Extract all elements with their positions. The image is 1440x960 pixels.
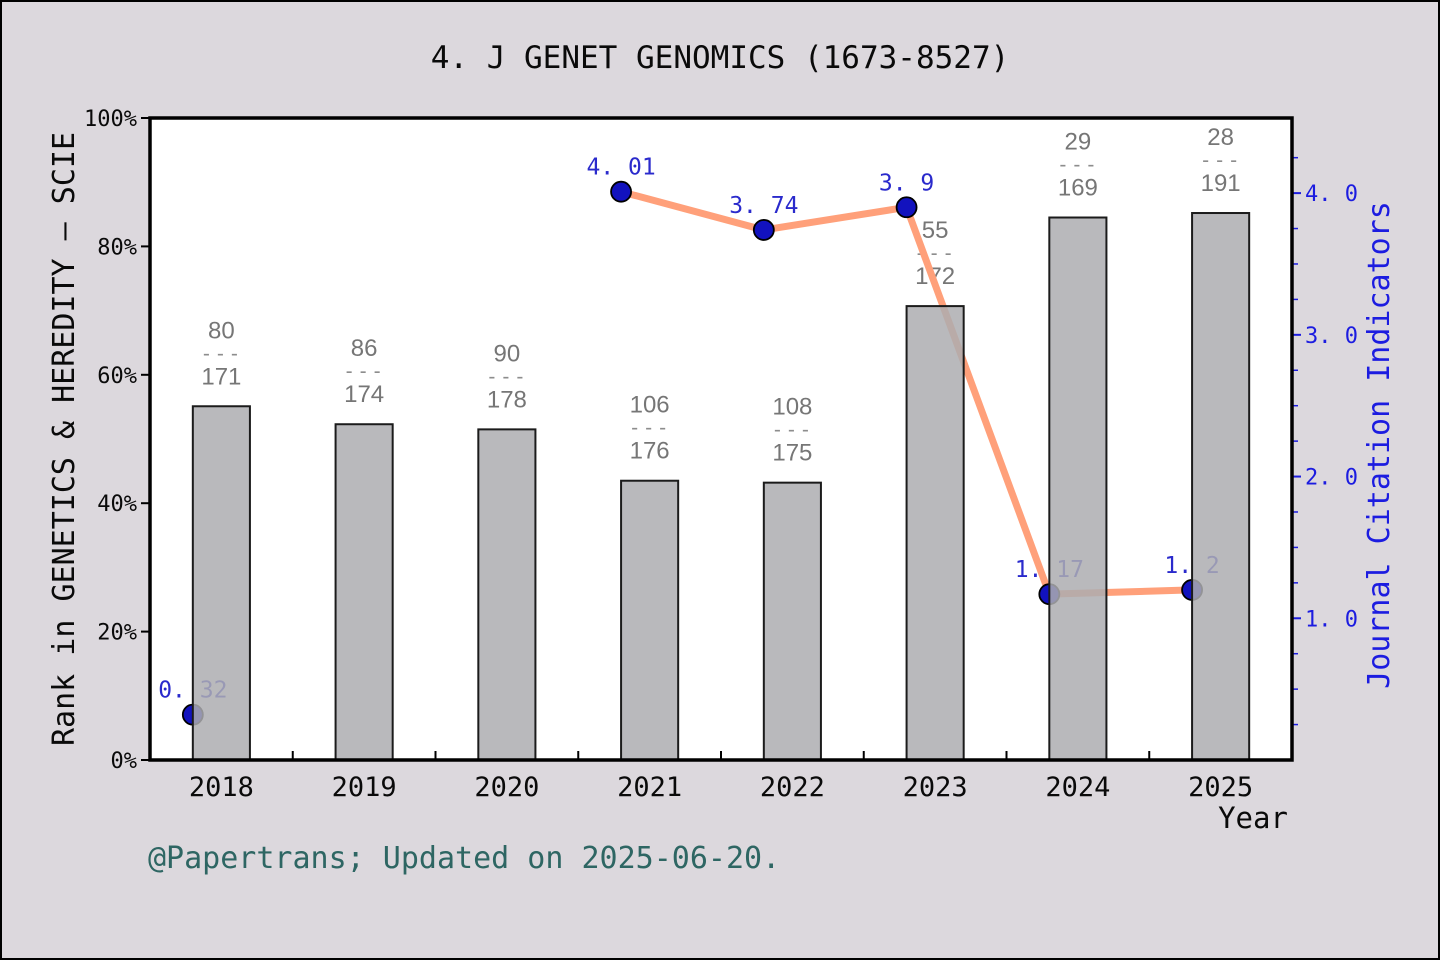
- right-axis-tick-label: 1. 0: [1305, 607, 1358, 632]
- x-axis-tick-label: 2021: [617, 772, 682, 803]
- rank-fraction-divider: ---: [486, 364, 528, 388]
- chart-title: 4. J GENET GENOMICS (1673-8527): [431, 40, 1010, 76]
- left-axis-tick-label: 100%: [84, 107, 137, 132]
- rank-numerator: 108: [772, 394, 812, 421]
- x-axis-tick-label: 2025: [1188, 772, 1253, 803]
- axes-layer: 0% 20% 40% 60% 80% 100% 2018 2019 2020 2021 2022 20…: [84, 107, 1358, 803]
- rank-numerator: 80: [208, 317, 235, 344]
- rank-denominator: 178: [487, 386, 527, 413]
- x-axis-tick-label: 2023: [903, 772, 968, 803]
- plot-area: [150, 118, 1292, 760]
- left-axis-tick-label: 40%: [97, 492, 137, 517]
- rank-fraction-divider: ---: [771, 418, 813, 442]
- x-axis-title: Year: [1218, 801, 1288, 835]
- rank-numerator: 29: [1065, 129, 1092, 156]
- left-axis-tick-label: 80%: [97, 235, 137, 260]
- right-axis-tick-label: 3. 0: [1305, 324, 1358, 349]
- rank-bar: [334, 423, 394, 761]
- rank-numerator: 28: [1207, 124, 1234, 151]
- rank-bar: [905, 305, 965, 761]
- jci-point: [752, 219, 775, 241]
- caption: @Papertrans; Updated on 2025-06-20.: [148, 841, 780, 876]
- rank-denominator: 176: [630, 438, 670, 465]
- jci-point-label: 4. 01: [586, 155, 655, 181]
- rank-numerator: 86: [351, 335, 378, 362]
- left-axis-tick-label: 0%: [111, 749, 138, 774]
- rank-fraction-divider: ---: [629, 416, 671, 440]
- rank-fraction-divider: ---: [200, 341, 242, 365]
- right-axis-tick-label: 4. 0: [1305, 182, 1358, 207]
- x-axis-tick-label: 2022: [760, 772, 825, 803]
- right-axis-title: Journal Citation Indicators: [1362, 201, 1397, 689]
- rank-denominator: 169: [1058, 175, 1098, 202]
- right-axis-tick-label: 2. 0: [1305, 466, 1358, 491]
- rank-bar: [762, 481, 822, 761]
- x-axis-tick-label: 2024: [1045, 772, 1110, 803]
- left-axis-tick-label: 20%: [97, 621, 137, 646]
- rank-numerator: 106: [630, 392, 670, 419]
- rank-numerator: 90: [494, 340, 521, 367]
- rank-denominator: 175: [772, 440, 812, 467]
- rank-fraction-divider: ---: [1200, 148, 1242, 172]
- rank-denominator: 191: [1201, 170, 1241, 197]
- rank-denominator: 171: [201, 363, 241, 390]
- rank-fraction-divider: ---: [343, 359, 385, 383]
- rank-denominator: 174: [344, 381, 384, 408]
- jci-point: [610, 180, 632, 203]
- rank-fraction-divider: ---: [1057, 153, 1099, 177]
- x-axis-tick-label: 2020: [474, 772, 539, 803]
- rank-bar: [1191, 212, 1251, 762]
- left-axis-title: Rank in GENETICS & HEREDITY — SCIE: [47, 132, 82, 746]
- rank-numerator: 55: [922, 217, 949, 244]
- jci-point-label: 3. 74: [729, 193, 798, 219]
- rank-bar: [477, 428, 537, 761]
- left-axis-tick-label: 60%: [97, 364, 137, 389]
- plot-frame: [148, 116, 1294, 762]
- rank-bar: [620, 479, 680, 761]
- x-axis-tick-label: 2019: [332, 772, 397, 803]
- jci-point-label: 3. 9: [879, 170, 934, 196]
- jci-point: [895, 196, 918, 219]
- rank-bar: [1048, 216, 1108, 761]
- rank-bar: [191, 405, 251, 761]
- x-axis-tick-label: 2018: [189, 772, 254, 803]
